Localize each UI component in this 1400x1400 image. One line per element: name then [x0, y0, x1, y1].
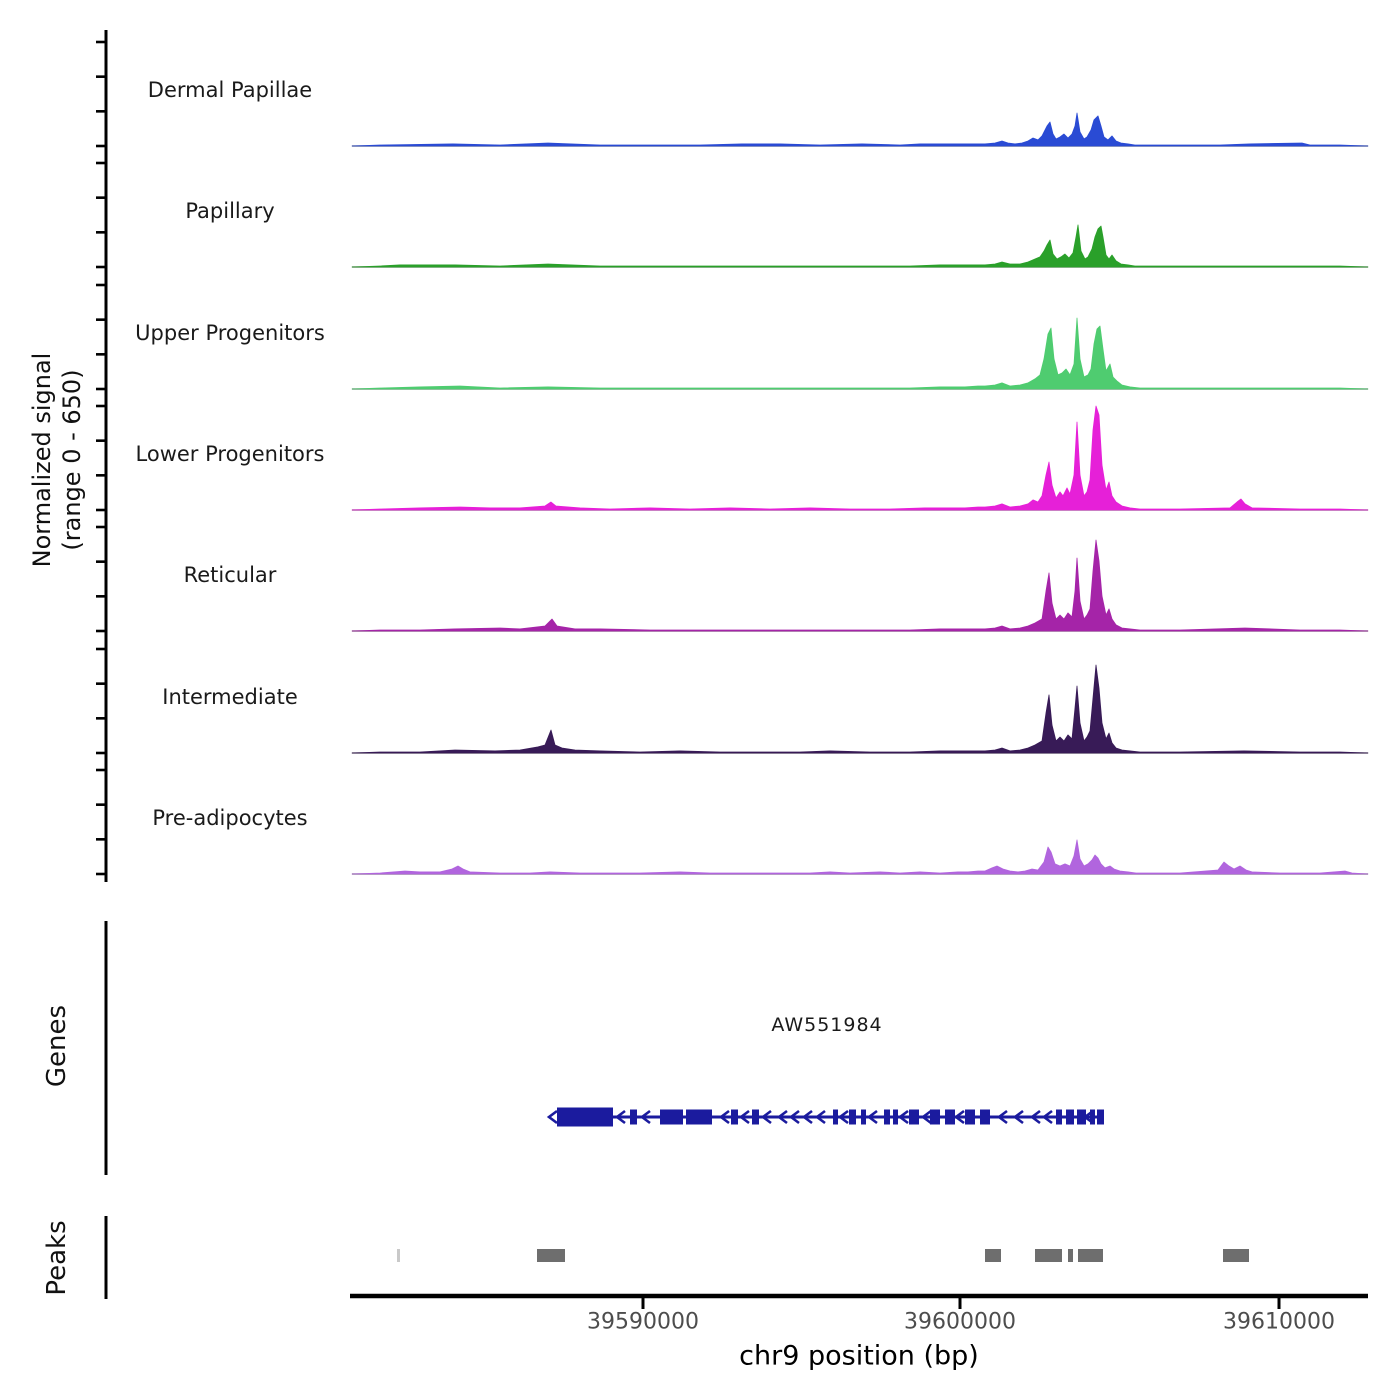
track-label-pre-adipocytes: Pre-adipocytes — [152, 806, 308, 830]
gene-strand-arrow-icon — [996, 1109, 1008, 1125]
y-axis-label-line1: Normalized signal — [28, 352, 56, 568]
gene-exon — [909, 1109, 919, 1125]
peak-box — [1035, 1249, 1062, 1262]
gene-strand-arrow-icon — [837, 1109, 849, 1125]
genes-section-label: Genes — [42, 1004, 72, 1088]
signal-area-lower-progenitors — [351, 405, 1369, 511]
gene-exon — [1077, 1109, 1086, 1125]
signal-area-papillary — [351, 224, 1369, 268]
gene-exon — [965, 1109, 975, 1125]
gene-strand-arrow-icon — [776, 1109, 788, 1125]
gene-strand-arrow-icon — [546, 1109, 558, 1125]
x-tick-label-39610000: 39610000 — [1223, 1309, 1335, 1335]
gene-exon — [861, 1109, 866, 1125]
gene-exon — [731, 1109, 738, 1125]
gene-strand-arrow-icon — [953, 1109, 965, 1125]
x-tick-label-39600000: 39600000 — [904, 1309, 1016, 1335]
gene-strand-arrow-icon — [639, 1109, 651, 1125]
gene-first-exon — [557, 1107, 613, 1127]
gene-exon — [945, 1109, 955, 1125]
gene-exon — [1097, 1109, 1104, 1125]
peak-box — [1068, 1249, 1073, 1262]
gene-exon — [930, 1109, 940, 1125]
gene-exon — [752, 1109, 759, 1125]
gene-strand-arrow-icon — [866, 1109, 878, 1125]
signal-area-intermediate — [351, 664, 1369, 754]
peak-box — [397, 1249, 400, 1262]
peak-box — [985, 1249, 1001, 1262]
track-label-papillary: Papillary — [185, 199, 275, 223]
gene-exon — [833, 1109, 838, 1125]
y-axis-label: Normalized signal (range 0 - 650) — [27, 353, 87, 568]
gene-exon — [660, 1109, 683, 1125]
track-label-intermediate: Intermediate — [162, 685, 298, 709]
track-label-reticular: Reticular — [183, 563, 277, 587]
peak-box — [537, 1249, 565, 1262]
gene-strand-arrow-icon — [897, 1109, 909, 1125]
gene-exon — [1090, 1109, 1095, 1125]
gene-exon — [1066, 1109, 1074, 1125]
signal-area-reticular — [351, 539, 1369, 632]
peaks-section-label: Peaks — [42, 1220, 72, 1296]
gene-exon — [686, 1109, 712, 1125]
signal-area-upper-progenitors — [351, 317, 1369, 390]
peak-box — [1223, 1249, 1249, 1262]
gene-exon — [884, 1109, 890, 1125]
gene-strand-arrow-icon — [1029, 1109, 1041, 1125]
gene-name-label: AW551984 — [771, 1014, 883, 1036]
signal-area-dermal-papillae — [351, 112, 1369, 147]
track-label-upper-progenitors: Upper Progenitors — [135, 321, 325, 345]
gene-strand-arrow-icon — [718, 1109, 730, 1125]
gene-strand-arrow-icon — [1012, 1109, 1024, 1125]
signal-area-pre-adipocytes — [351, 839, 1369, 875]
gene-strand-arrow-icon — [814, 1109, 826, 1125]
track-label-dermal-papillae: Dermal Papillae — [147, 78, 313, 102]
x-axis-title: chr9 position (bp) — [739, 1340, 979, 1372]
gene-exon — [630, 1109, 637, 1125]
gene-strand-arrow-icon — [738, 1109, 750, 1125]
gene-strand-arrow-icon — [801, 1109, 813, 1125]
gene-strand-arrow-icon — [614, 1109, 626, 1125]
gene-exon — [849, 1109, 856, 1125]
gene-strand-arrow-icon — [1041, 1109, 1053, 1125]
y-axis-label-line2: (range 0 - 650) — [58, 369, 86, 551]
gene-exon — [980, 1109, 990, 1125]
gene-strand-arrow-icon — [760, 1109, 772, 1125]
gene-strand-arrow-icon — [920, 1109, 932, 1125]
gene-strand-arrow-icon — [788, 1109, 800, 1125]
gene-exon — [1056, 1109, 1062, 1125]
gene-exon — [893, 1109, 898, 1125]
peak-box — [1078, 1249, 1103, 1262]
x-tick-label-39590000: 39590000 — [587, 1309, 699, 1335]
track-label-lower-progenitors: Lower Progenitors — [135, 442, 325, 466]
